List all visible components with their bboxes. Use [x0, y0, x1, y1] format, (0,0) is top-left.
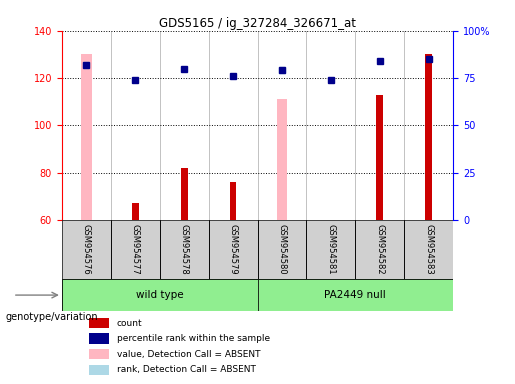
Text: GSM954581: GSM954581 [327, 225, 335, 275]
Bar [81, 55, 92, 220]
Bar [160, 220, 209, 279]
Text: PA2449 null: PA2449 null [324, 290, 386, 300]
Bar [404, 220, 453, 279]
Bar [89, 333, 109, 344]
Bar [376, 94, 383, 220]
Text: GSM954580: GSM954580 [278, 225, 286, 275]
Bar [62, 279, 258, 311]
Title: GDS5165 / ig_327284_326671_at: GDS5165 / ig_327284_326671_at [159, 17, 356, 30]
Bar [62, 220, 111, 279]
Text: GSM954579: GSM954579 [229, 225, 237, 275]
Text: GSM954577: GSM954577 [131, 225, 140, 275]
Bar [209, 220, 258, 279]
Bar [89, 318, 109, 328]
Text: GSM954582: GSM954582 [375, 225, 384, 275]
Bar [89, 365, 109, 375]
Text: wild type: wild type [136, 290, 183, 300]
Text: rank, Detection Call = ABSENT: rank, Detection Call = ABSENT [116, 365, 255, 374]
Bar [89, 349, 109, 359]
Text: count: count [116, 319, 142, 328]
Bar [277, 99, 287, 220]
Text: value, Detection Call = ABSENT: value, Detection Call = ABSENT [116, 350, 260, 359]
Bar [306, 220, 355, 279]
Bar [230, 182, 236, 220]
Bar [425, 55, 432, 220]
Bar [111, 220, 160, 279]
Text: GSM954576: GSM954576 [82, 225, 91, 275]
Bar [355, 220, 404, 279]
Text: percentile rank within the sample: percentile rank within the sample [116, 334, 270, 343]
Text: GSM954578: GSM954578 [180, 225, 188, 275]
Bar [258, 279, 453, 311]
Bar [258, 220, 306, 279]
Text: GSM954583: GSM954583 [424, 225, 433, 275]
Bar [181, 168, 187, 220]
Text: genotype/variation: genotype/variation [5, 312, 98, 322]
Bar [132, 203, 139, 220]
